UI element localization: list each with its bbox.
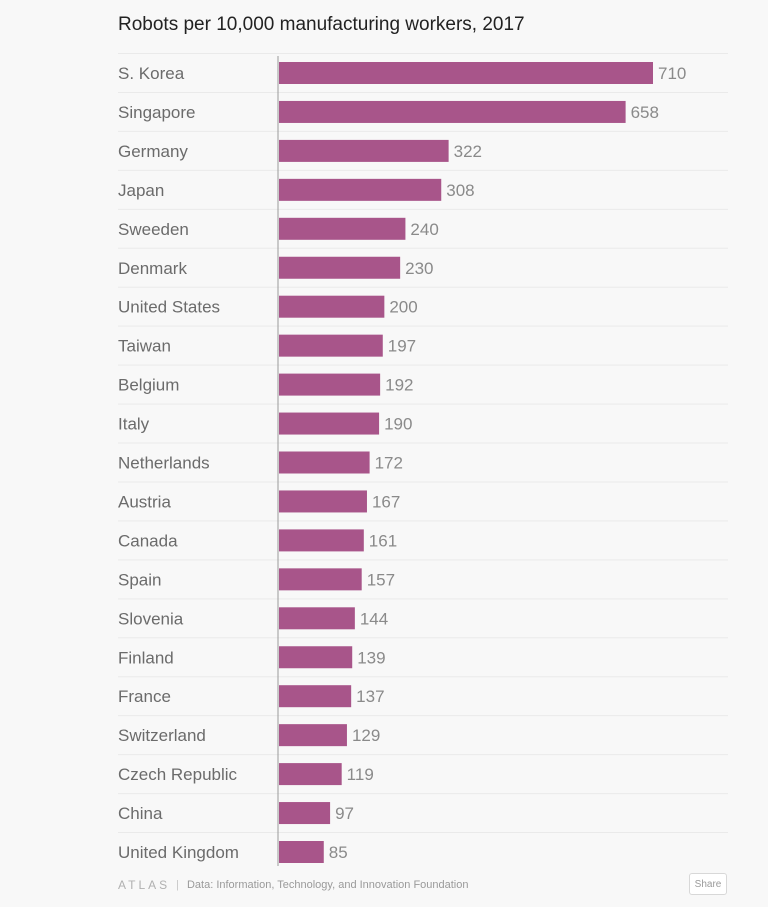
bar[interactable] <box>279 568 362 591</box>
category-label: Sweeden <box>118 220 189 239</box>
category-label: Austria <box>118 492 171 511</box>
category-label: Singapore <box>118 103 196 122</box>
category-label: Italy <box>118 415 150 434</box>
footer-separator: | <box>176 879 179 891</box>
bar[interactable] <box>279 646 353 669</box>
bar[interactable] <box>279 841 324 863</box>
value-label: 157 <box>367 570 395 589</box>
bar-chart: S. Korea 710 Singapore 658 Germany 322 Japan 30… <box>118 53 728 866</box>
value-label: 97 <box>335 804 354 823</box>
bar[interactable] <box>279 490 367 513</box>
chart-footer: ATLAS | Data: Information, Technology, a… <box>118 878 469 892</box>
bar[interactable] <box>279 412 380 435</box>
category-label: S. Korea <box>118 64 185 83</box>
value-label: 658 <box>631 103 659 122</box>
category-label: Japan <box>118 181 164 200</box>
category-label: Czech Republic <box>118 765 238 784</box>
category-label: United Kingdom <box>118 843 239 862</box>
bar[interactable] <box>279 685 352 708</box>
value-label: 119 <box>347 765 374 784</box>
source-note: Data: Information, Technology, and Innov… <box>186 879 469 891</box>
value-label: 139 <box>357 648 385 667</box>
category-label: Netherlands <box>118 454 210 473</box>
value-label: 710 <box>658 64 686 83</box>
bar[interactable] <box>279 763 342 786</box>
value-label: 192 <box>385 376 413 395</box>
value-label: 240 <box>410 220 438 239</box>
category-label: Canada <box>118 531 178 550</box>
bar[interactable] <box>279 334 383 357</box>
value-label: 167 <box>372 492 400 511</box>
value-label: 322 <box>454 142 482 161</box>
bar[interactable] <box>279 607 355 630</box>
value-label: 230 <box>405 259 433 278</box>
category-label: Switzerland <box>118 726 206 745</box>
value-label: 200 <box>389 298 417 317</box>
bar[interactable] <box>279 295 385 318</box>
value-label: 197 <box>388 337 416 356</box>
category-label: Belgium <box>118 376 179 395</box>
value-label: 161 <box>369 531 397 550</box>
value-label: 129 <box>352 726 380 745</box>
bar[interactable] <box>279 451 370 474</box>
value-label: 85 <box>329 843 348 862</box>
value-label: 308 <box>446 181 474 200</box>
bar[interactable] <box>279 256 401 279</box>
bar[interactable] <box>279 802 331 825</box>
share-button[interactable]: Share <box>689 873 727 895</box>
bar[interactable] <box>279 373 381 396</box>
category-label: Taiwan <box>118 337 171 356</box>
category-label: Germany <box>118 142 188 161</box>
bar[interactable] <box>279 139 449 162</box>
value-label: 190 <box>384 415 412 434</box>
category-label: Finland <box>118 648 174 667</box>
category-label: China <box>118 804 163 823</box>
bar[interactable] <box>279 178 442 201</box>
category-label: Denmark <box>118 259 187 278</box>
value-label: 172 <box>375 454 403 473</box>
atlas-logo[interactable]: ATLAS <box>118 878 171 892</box>
bar[interactable] <box>279 62 653 84</box>
category-label: France <box>118 687 171 706</box>
bar[interactable] <box>279 217 406 240</box>
chart-title: Robots per 10,000 manufacturing workers,… <box>118 14 525 35</box>
category-label: Slovenia <box>118 609 184 628</box>
bar[interactable] <box>279 529 364 552</box>
category-label: Spain <box>118 570 161 589</box>
category-label: United States <box>118 298 220 317</box>
bar[interactable] <box>279 724 347 747</box>
bar[interactable] <box>279 100 626 123</box>
value-label: 144 <box>360 609 388 628</box>
value-label: 137 <box>356 687 384 706</box>
